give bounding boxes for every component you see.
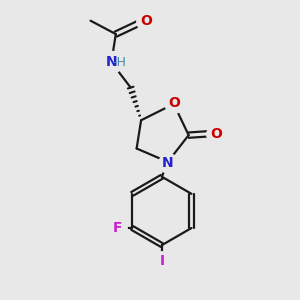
Text: O: O	[210, 127, 222, 141]
Text: -H: -H	[113, 56, 127, 69]
Text: I: I	[159, 254, 164, 268]
Text: O: O	[140, 14, 152, 28]
Text: N: N	[162, 156, 174, 170]
Text: N: N	[106, 55, 117, 69]
Text: F: F	[113, 221, 122, 235]
Text: O: O	[168, 96, 180, 110]
